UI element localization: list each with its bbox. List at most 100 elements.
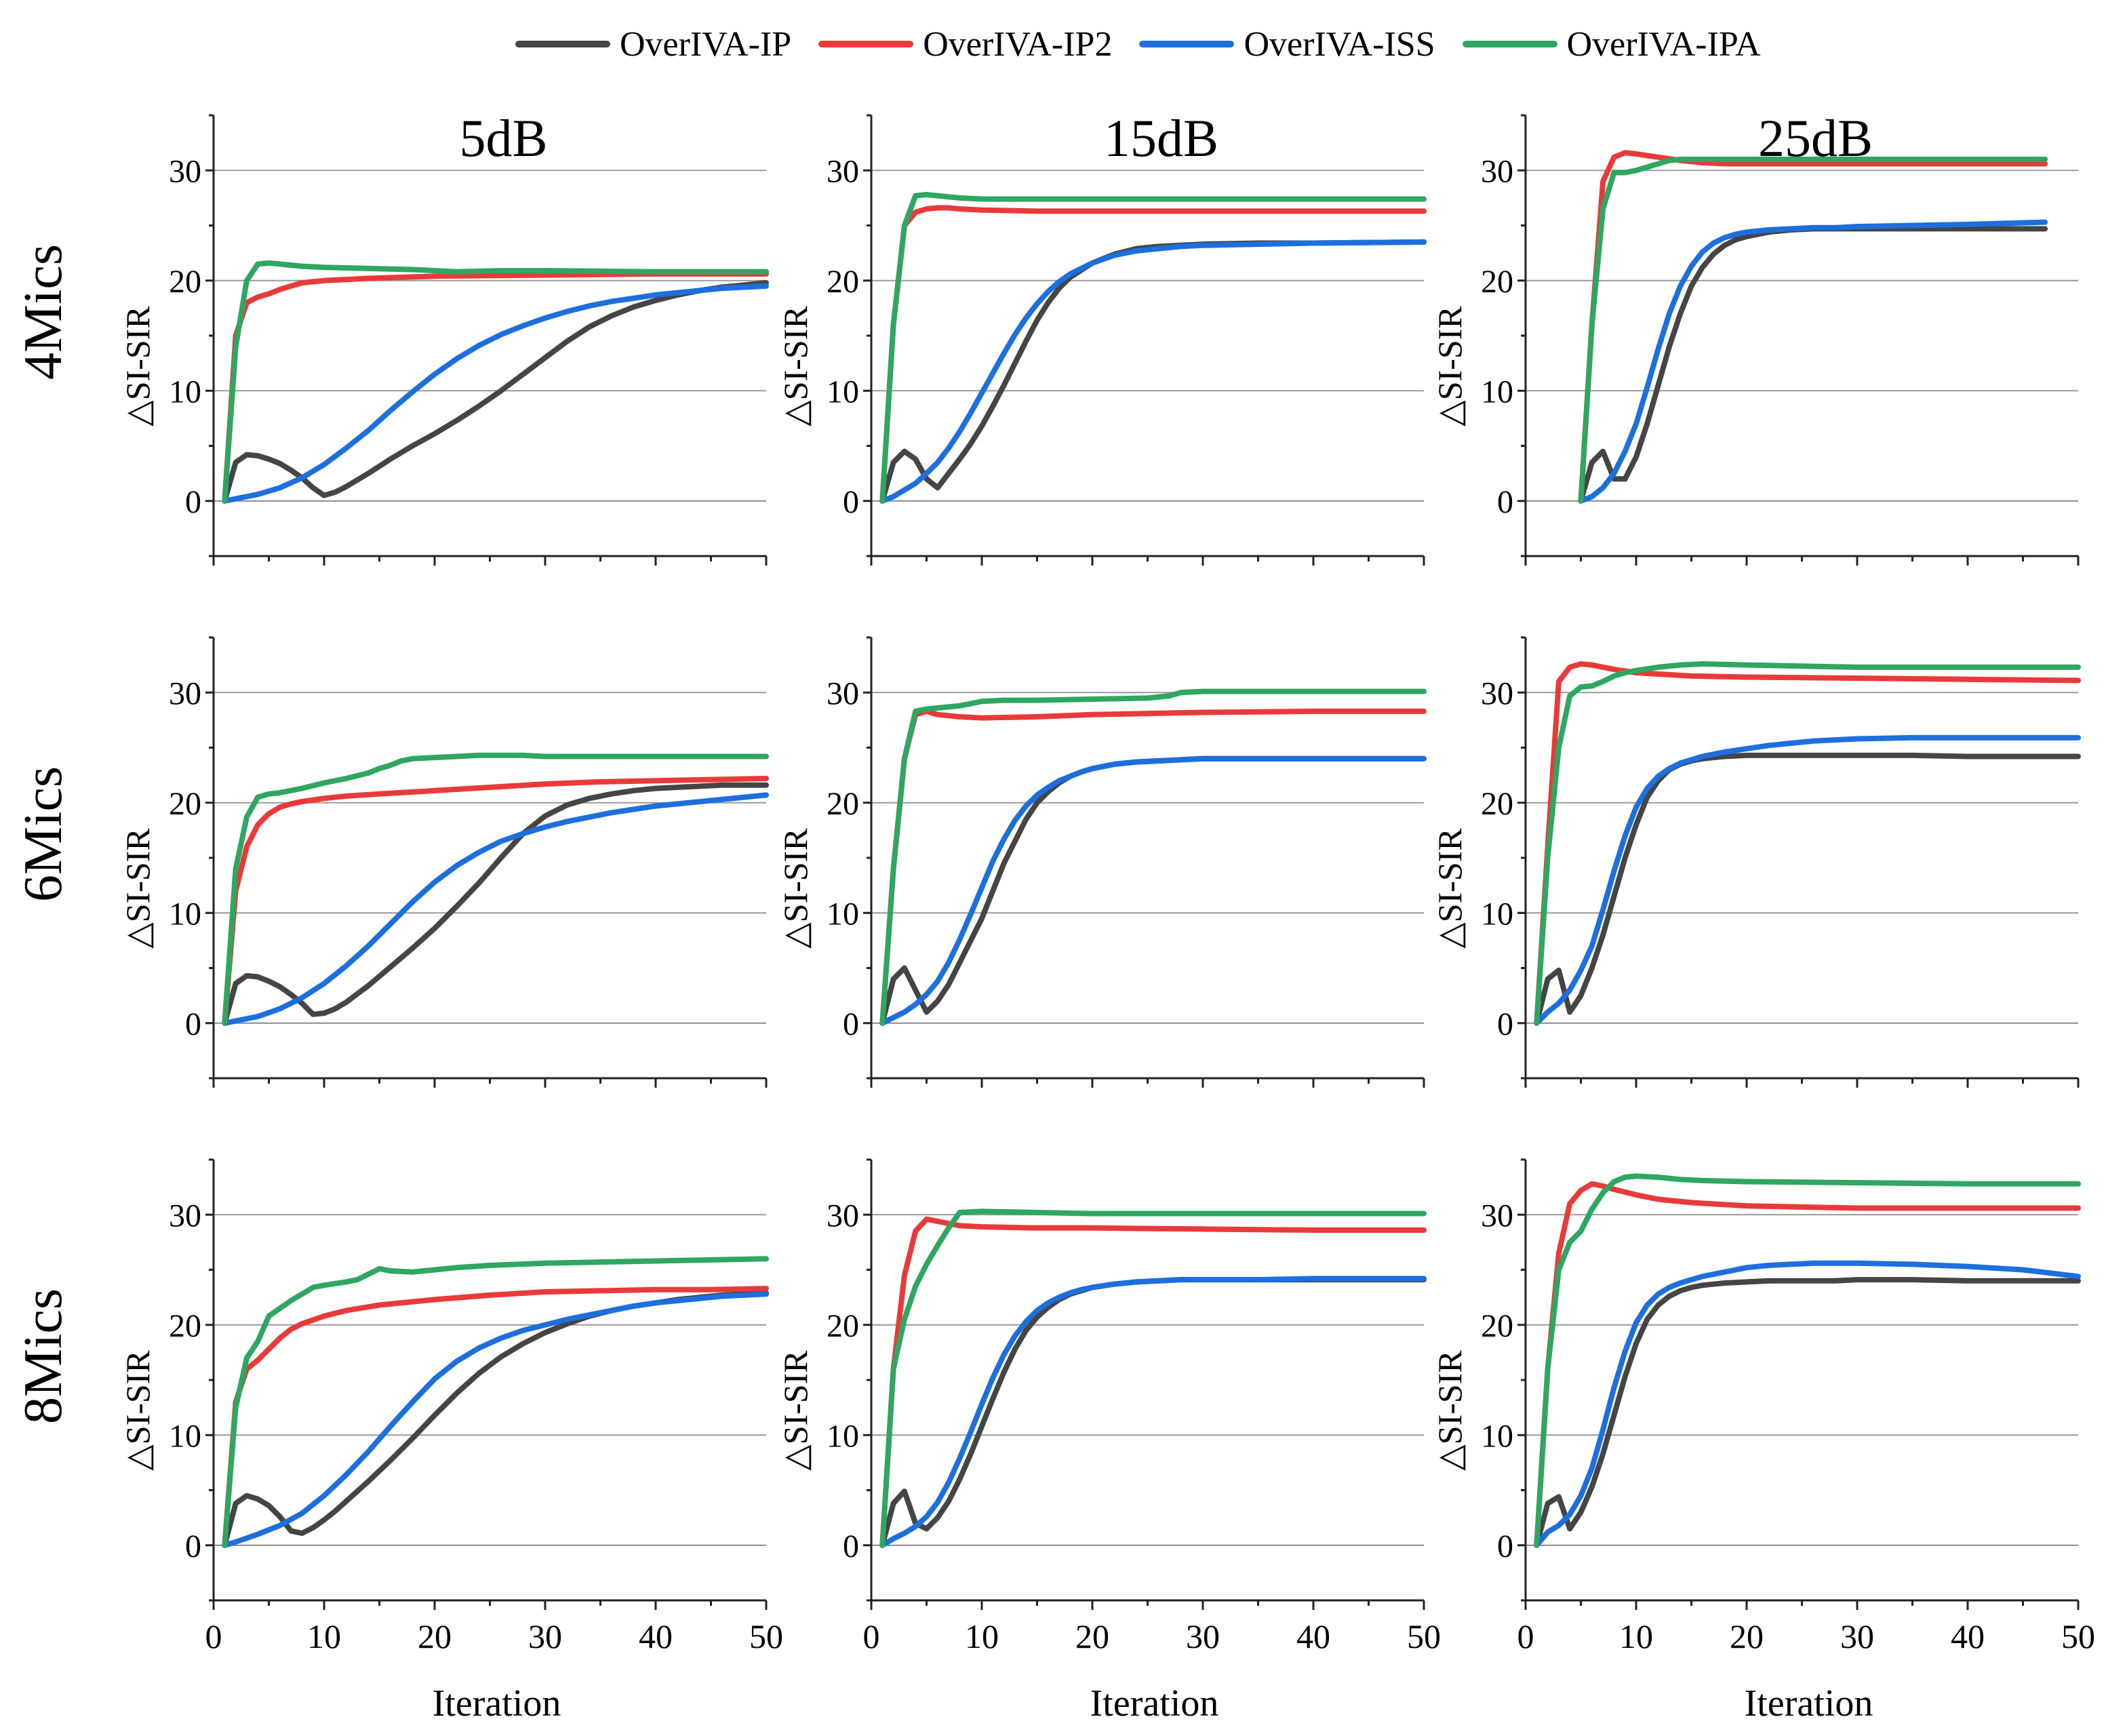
y-tick-label: 10 bbox=[827, 896, 859, 932]
panel-r3-c3: 0 10 20 30 △SI-SIR 0 10 20 30 40 50 Iteration bbox=[1431, 1158, 2095, 1724]
y-tick-label: 0 bbox=[185, 484, 201, 520]
series-line-overiva-ip bbox=[1534, 752, 2081, 1026]
y-tick-label: 30 bbox=[827, 675, 859, 711]
panel-r2-c1: 0 10 20 30 △SI-SIR bbox=[119, 636, 769, 1088]
legend-swatch-overiva-ip2 bbox=[818, 41, 914, 47]
series-line-overiva-ipa bbox=[222, 752, 769, 1026]
y-tick-label: 10 bbox=[1481, 374, 1513, 410]
y-axis-label: △SI-SIR bbox=[1431, 1350, 1469, 1471]
y-tick-label: 30 bbox=[827, 1198, 859, 1234]
y-axis-label: △SI-SIR bbox=[1431, 306, 1469, 427]
x-axis-label: Iteration bbox=[1745, 1682, 1873, 1724]
y-tick-label: 20 bbox=[1481, 786, 1513, 822]
x-tick-label: 40 bbox=[1951, 1617, 1985, 1655]
y-tick-label: 20 bbox=[169, 786, 201, 822]
series-line-overiva-iss bbox=[1578, 219, 2048, 504]
legend-swatch-overiva-ip bbox=[515, 41, 610, 47]
series-line-overiva-iss bbox=[879, 1276, 1427, 1548]
series-line-overiva-ip2 bbox=[1578, 150, 2048, 504]
column-title-5db: 5dB bbox=[459, 108, 547, 167]
row-title-4mics: 4Mics bbox=[14, 244, 73, 380]
series-line-overiva-iss bbox=[222, 283, 769, 504]
y-tick-label: 0 bbox=[843, 484, 859, 520]
y-tick-label: 30 bbox=[1481, 153, 1513, 189]
y-tick-label: 0 bbox=[1497, 1528, 1513, 1564]
series-line-overiva-ip bbox=[879, 755, 1427, 1026]
y-axis-label: △SI-SIR bbox=[776, 306, 814, 427]
y-tick-label: 30 bbox=[1481, 1198, 1513, 1234]
series-line-overiva-ip2 bbox=[1534, 1181, 2081, 1548]
x-axis-label: Iteration bbox=[433, 1682, 561, 1724]
x-tick-label: 10 bbox=[307, 1617, 341, 1655]
y-tick-label: 20 bbox=[1481, 1308, 1513, 1344]
series-line-overiva-ipa bbox=[1578, 157, 2048, 504]
legend: OverIVA-IP OverIVA-IP2 OverIVA-ISS OverI… bbox=[515, 20, 1761, 68]
column-title-15db: 15dB bbox=[1104, 108, 1218, 167]
y-tick-label: 0 bbox=[1497, 484, 1513, 520]
series-line-overiva-ipa bbox=[879, 1208, 1427, 1548]
legend-label-overiva-iss: OverIVA-ISS bbox=[1244, 24, 1435, 64]
panel-r1-c2: 0 10 20 30 △SI-SIR bbox=[776, 114, 1427, 566]
y-tick-label: 0 bbox=[843, 1006, 859, 1042]
series-line-overiva-iss bbox=[222, 1291, 769, 1548]
y-tick-label: 10 bbox=[169, 374, 201, 410]
x-tick-label: 40 bbox=[1296, 1617, 1330, 1655]
panel-r3-c2: 0 10 20 30 △SI-SIR 0 10 20 30 40 50 Iteration bbox=[776, 1158, 1441, 1724]
series-line-overiva-ipa bbox=[1534, 661, 2081, 1026]
series-line-overiva-ip bbox=[1578, 226, 2048, 504]
x-tick-label: 40 bbox=[639, 1617, 673, 1655]
legend-label-overiva-ip2: OverIVA-IP2 bbox=[923, 24, 1113, 64]
x-tick-label: 0 bbox=[1517, 1617, 1534, 1655]
panel-r3-c1: 0 10 20 30 △SI-SIR 0 10 20 30 40 50 Iteration bbox=[119, 1158, 783, 1724]
y-tick-label: 0 bbox=[1497, 1006, 1513, 1042]
panel-r1-c3: 0 10 20 30 △SI-SIR bbox=[1431, 114, 2080, 566]
y-tick-label: 30 bbox=[169, 153, 201, 189]
legend-item-overiva-ip2: OverIVA-IP2 bbox=[818, 24, 1112, 64]
x-tick-label: 50 bbox=[1407, 1617, 1441, 1655]
y-tick-label: 0 bbox=[185, 1006, 201, 1042]
panel-r2-c3: 0 10 20 30 △SI-SIR bbox=[1431, 636, 2081, 1088]
y-tick-label: 0 bbox=[185, 1528, 201, 1564]
legend-swatch-overiva-ipa bbox=[1462, 41, 1557, 47]
y-tick-label: 30 bbox=[169, 1198, 201, 1234]
y-tick-label: 10 bbox=[169, 1418, 201, 1454]
y-tick-label: 30 bbox=[169, 675, 201, 711]
y-tick-label: 20 bbox=[169, 1308, 201, 1344]
series-line-overiva-ip2 bbox=[222, 776, 769, 1026]
y-axis-label: △SI-SIR bbox=[119, 1350, 157, 1471]
y-axis-label: △SI-SIR bbox=[119, 306, 157, 427]
x-tick-label: 10 bbox=[965, 1617, 999, 1655]
legend-swatch-overiva-iss bbox=[1139, 41, 1235, 47]
legend-item-overiva-iss: OverIVA-ISS bbox=[1139, 24, 1435, 64]
series-line-overiva-ipa bbox=[222, 1256, 769, 1548]
y-tick-label: 10 bbox=[1481, 896, 1513, 932]
legend-label-overiva-ipa: OverIVA-IPA bbox=[1566, 24, 1761, 64]
y-tick-label: 20 bbox=[827, 786, 859, 822]
series-line-overiva-ip bbox=[222, 782, 769, 1026]
x-tick-label: 20 bbox=[418, 1617, 452, 1655]
series-line-overiva-ip bbox=[879, 1277, 1427, 1548]
series-line-overiva-ip2 bbox=[222, 1286, 769, 1548]
x-tick-label: 0 bbox=[205, 1617, 222, 1655]
panel-r1-c1: 0 10 20 30 △SI-SIR bbox=[119, 114, 769, 566]
x-axis-label: Iteration bbox=[1090, 1682, 1219, 1724]
series-line-overiva-ip2 bbox=[222, 271, 769, 504]
legend-label-overiva-ip: OverIVA-IP bbox=[620, 24, 792, 64]
y-tick-label: 10 bbox=[827, 1418, 859, 1454]
x-tick-label: 10 bbox=[1619, 1617, 1653, 1655]
y-tick-label: 20 bbox=[169, 264, 201, 300]
row-title-6mics: 6Mics bbox=[14, 766, 73, 902]
series-line-overiva-iss bbox=[879, 755, 1427, 1026]
y-axis-label: △SI-SIR bbox=[776, 1350, 814, 1471]
row-title-8mics: 8Mics bbox=[14, 1288, 73, 1424]
series-line-overiva-ipa bbox=[879, 688, 1427, 1026]
x-tick-label: 30 bbox=[1840, 1617, 1874, 1655]
x-tick-label: 50 bbox=[749, 1617, 783, 1655]
series-line-overiva-iss bbox=[1534, 734, 2081, 1026]
panel-r2-c2: 0 10 20 30 △SI-SIR bbox=[776, 636, 1427, 1088]
y-tick-label: 30 bbox=[827, 153, 859, 189]
y-tick-label: 20 bbox=[827, 264, 859, 300]
legend-item-overiva-ipa: OverIVA-IPA bbox=[1462, 24, 1761, 64]
series-line-overiva-ipa bbox=[222, 260, 769, 504]
